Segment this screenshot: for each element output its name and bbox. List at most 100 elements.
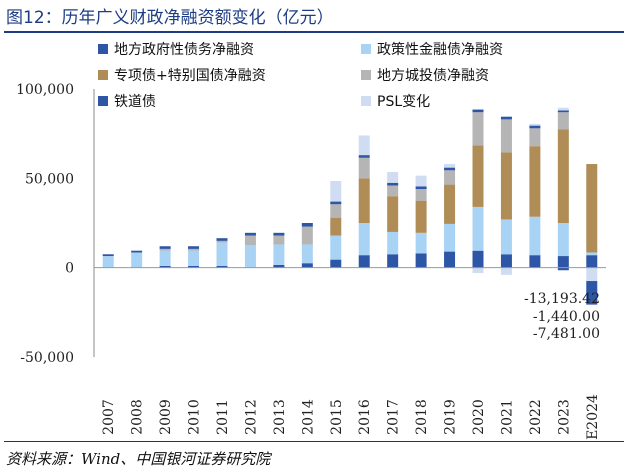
bar-segment-series-1 — [188, 250, 200, 266]
x-tick-label: 2014 — [300, 399, 316, 435]
bar-segment-series-4 — [159, 246, 171, 249]
bar-segment-series-2 — [586, 164, 598, 253]
source-rule — [4, 441, 624, 442]
bar-segment-series-4 — [102, 254, 114, 257]
x-tick-label: 2021 — [499, 399, 515, 435]
bar-segment-series-3 — [216, 240, 228, 243]
bar-segment-series-4 — [529, 125, 541, 129]
legend-label: 专项债+特别国债净融资 — [114, 68, 266, 84]
bar-segment-series-0 — [330, 259, 342, 268]
title-rule — [4, 31, 624, 33]
bar-stack-2021 — [500, 116, 512, 275]
bar-segment-negative — [586, 267, 598, 282]
figure-source: 资料来源：Wind、中国银河证券研究院 — [6, 450, 271, 468]
bar-segment-series-2 — [415, 200, 427, 233]
y-tick-label: -50,000 — [20, 350, 74, 366]
bar-segment-series-0 — [415, 253, 427, 268]
x-tick-label: 2022 — [528, 399, 544, 435]
bar-segment-series-4 — [273, 232, 285, 236]
bar-stack-2011 — [216, 238, 228, 268]
x-tick-label: 2011 — [215, 399, 231, 435]
bar-segment-series-3 — [387, 185, 399, 197]
bar-segment-series-3 — [557, 112, 569, 130]
legend-swatch — [98, 96, 108, 106]
bar-segment-series-2 — [330, 217, 342, 236]
value-annotations: -13,193.42 -1,440.00-7,481.00 — [524, 291, 600, 342]
bar-segment-series-3 — [529, 128, 541, 147]
bar-segment-series-3 — [415, 189, 427, 201]
legend-swatch — [361, 96, 371, 106]
bar-stack-2022 — [529, 123, 541, 268]
bar-segment-series-4 — [330, 201, 342, 205]
bar-stack-2015 — [330, 181, 342, 268]
bar-segment-series-3 — [500, 119, 512, 153]
bar-segment-series-2 — [444, 184, 456, 224]
legend-label: 地方政府性债务净融资 — [114, 42, 254, 58]
bar-segment-series-1 — [131, 252, 143, 268]
bar-segment-series-1 — [102, 256, 114, 268]
bar-segment-series-1 — [330, 235, 342, 260]
bar-segment-series-1 — [557, 223, 569, 257]
bar-segment-series-3 — [273, 235, 285, 245]
x-tick-label: 2008 — [130, 399, 146, 435]
bar-stack-2012 — [244, 232, 256, 268]
bar-segment-series-3 — [444, 170, 456, 185]
x-tick-label: 2012 — [243, 399, 259, 435]
bar-segment-series-3 — [330, 204, 342, 218]
bar-segment-series-1 — [415, 232, 427, 254]
bar-segment-series-0 — [216, 265, 228, 268]
bar-segment-series-0 — [358, 255, 370, 268]
bar-segment-series-5 — [472, 267, 484, 274]
value-annotation: -1,440.00 — [533, 309, 600, 325]
bar-segment-series-5 — [415, 175, 427, 187]
x-tick-label: 2007 — [101, 399, 117, 435]
legend-swatch — [98, 70, 108, 80]
y-tick-label: 50,000 — [25, 171, 74, 187]
bar-segment-series-0 — [188, 265, 200, 268]
bar-segment-series-5 — [330, 181, 342, 202]
bar-stack-2007 — [102, 254, 114, 268]
bar-segment-series-4 — [188, 246, 200, 249]
legend-swatch — [98, 44, 108, 54]
bar-segment-series-3 — [301, 226, 313, 245]
bar-segment-series-2 — [529, 146, 541, 217]
bar-segment-series-1 — [444, 223, 456, 252]
bar-stack-E2024 — [586, 164, 598, 305]
x-tick-label: 2009 — [158, 399, 174, 435]
bar-segment-series-0 — [586, 255, 598, 268]
bar-segment-negative — [557, 267, 569, 271]
value-annotation: -7,481.00 — [533, 326, 600, 342]
bar-segment-series-1 — [216, 242, 228, 266]
bar-segment-series-3 — [472, 112, 484, 146]
x-tick-label: 2016 — [357, 399, 373, 435]
bar-stack-2020 — [472, 109, 484, 274]
bar-stack-2009 — [159, 246, 171, 268]
bar-segment-series-1 — [472, 206, 484, 251]
x-tick-label: 2017 — [386, 399, 402, 435]
bar-segment-series-2 — [472, 145, 484, 207]
bar-segment-series-0 — [557, 256, 569, 268]
bar-stack-2014 — [301, 223, 313, 268]
bar-segment-series-1 — [500, 219, 512, 255]
bar-segment-series-5 — [444, 164, 456, 168]
bar-segment-series-1 — [273, 244, 285, 265]
bar-segment-series-1 — [387, 231, 399, 255]
bar-segment-series-3 — [188, 248, 200, 251]
value-annotation: -13,193.42 — [524, 291, 600, 307]
bar-segment-series-0 — [387, 254, 399, 268]
bar-segment-series-3 — [358, 157, 370, 179]
bar-segment-series-3 — [159, 248, 171, 251]
bar-stack-2016 — [358, 135, 370, 268]
bar-segment-series-4 — [415, 186, 427, 190]
bar-stack-2017 — [387, 172, 399, 268]
bar-segment-series-1 — [244, 245, 256, 268]
bar-segment-series-5 — [529, 123, 541, 126]
figure-title: 图12：历年广义财政净融资额变化（亿元） — [6, 8, 334, 28]
bar-segment-series-4 — [131, 250, 143, 253]
x-tick-label: E2024 — [585, 394, 601, 440]
bar-segment-series-0 — [529, 255, 541, 268]
bar-segment-series-5 — [358, 135, 370, 156]
bar-segment-series-4 — [387, 182, 399, 186]
